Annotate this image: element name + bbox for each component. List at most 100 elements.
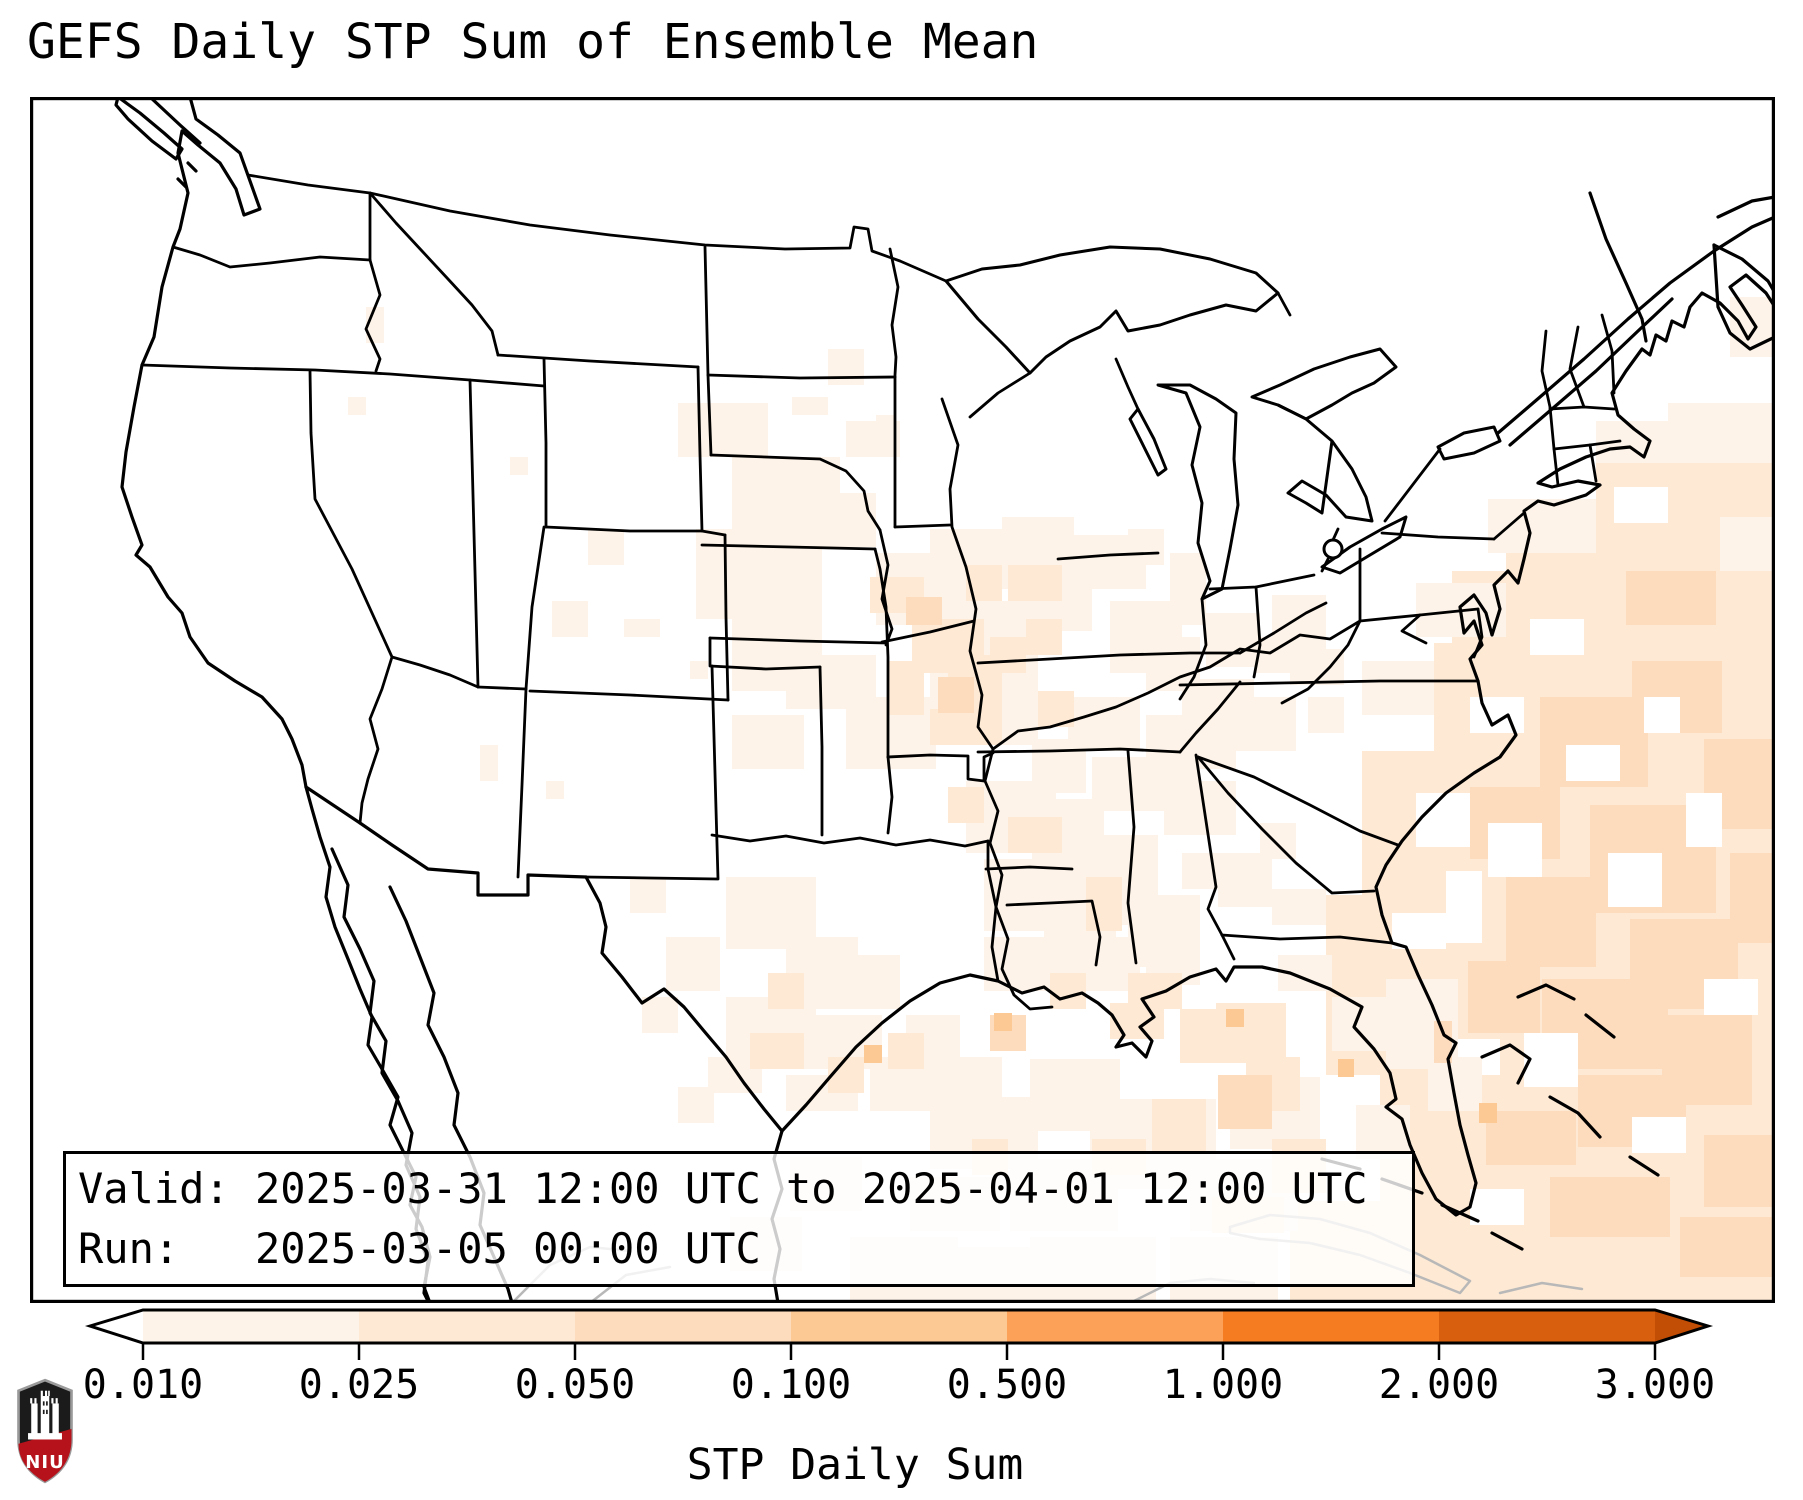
great-lakes (944, 245, 1502, 601)
stp-cell (1218, 853, 1272, 907)
niu-red-band (18, 1428, 72, 1482)
niu-logo: NIU (17, 1378, 73, 1484)
colorbar-segment (1007, 1310, 1223, 1343)
stp-cell (1026, 619, 1062, 655)
stp-cell (930, 709, 1002, 745)
stp-cell (1644, 697, 1680, 733)
stp-cell (1218, 1075, 1272, 1129)
stp-cell (678, 403, 768, 457)
stp-cell (1668, 403, 1775, 463)
stp-cell (1686, 793, 1722, 847)
stp-cell (588, 529, 624, 565)
state-borders (140, 173, 1622, 1011)
stp-cell (1488, 823, 1542, 877)
colorbar-right-arrow (1655, 1310, 1708, 1343)
stp-cell (1110, 1003, 1164, 1039)
stp-cell (1180, 1009, 1216, 1063)
stp-cell (1662, 1015, 1752, 1105)
stp-cell (828, 1057, 864, 1093)
colorbar-tick-label: 2.000 (1378, 1362, 1500, 1408)
stp-cell (1272, 595, 1326, 649)
stp-cell (732, 715, 804, 769)
stp-cell (938, 677, 974, 713)
stp-cell (888, 661, 924, 715)
stp-cell (1486, 1111, 1576, 1165)
stp-cell (1308, 697, 1344, 733)
colorbar-left-arrow (90, 1310, 143, 1343)
stp-cell (1479, 1103, 1497, 1123)
lake-michigan (1156, 383, 1240, 601)
stp-cell (792, 397, 828, 415)
colorbar-tick-label: 0.010 (82, 1362, 204, 1408)
stp-cell (666, 937, 720, 991)
green-bay (1128, 407, 1168, 477)
lake-erie (1320, 515, 1408, 575)
valid-run-info-box: Valid: 2025-03-31 12:00 UTC to 2025-04-0… (63, 1151, 1415, 1287)
stp-cell (1470, 1189, 1524, 1225)
stp-cell (1470, 697, 1524, 733)
colorbar-tick-label: 3.000 (1594, 1362, 1716, 1408)
stp-cell (1608, 853, 1662, 907)
stp-cell (1392, 913, 1446, 949)
stp-cell (1260, 823, 1296, 859)
stp-cell (1704, 1135, 1775, 1207)
colorbar-segments (143, 1310, 1655, 1343)
stp-cell (994, 1013, 1012, 1031)
stp-cell (1614, 487, 1668, 523)
us-map (30, 97, 1775, 1303)
stp-cell (546, 781, 564, 799)
stp-cell (696, 529, 822, 619)
lake-superior (944, 245, 1280, 375)
stp-cell (1506, 877, 1596, 967)
stp-cell (1008, 565, 1062, 601)
map-frame (30, 97, 1775, 1303)
colorbar-tick-label: 1.000 (1162, 1362, 1284, 1408)
stp-cell (1488, 499, 1596, 553)
colorbar-segment (791, 1310, 1007, 1343)
lake-ontario (1436, 425, 1502, 461)
stp-cell (690, 661, 708, 679)
stp-cell (480, 745, 498, 781)
colorbar-tick-label: 0.050 (514, 1362, 636, 1408)
colorbar-segment (1223, 1310, 1439, 1343)
stp-cell (1416, 793, 1470, 847)
colorbar-segment (359, 1310, 575, 1343)
stp-cell (1680, 1217, 1775, 1277)
stp-cell (1566, 745, 1620, 781)
colorbar-axis-label: STP Daily Sum (686, 1440, 1024, 1490)
stp-cell (1050, 973, 1086, 1009)
niu-text: NIU (25, 1452, 65, 1473)
run-line: Run: 2025-03-05 00:00 UTC (78, 1224, 761, 1273)
stp-cell (1152, 1099, 1206, 1153)
stp-cell (1730, 853, 1775, 943)
stp-cell (1272, 889, 1326, 925)
stp-cell (1704, 979, 1758, 1015)
stp-cell (1446, 871, 1482, 943)
stp-cell (1550, 1177, 1670, 1237)
stp-cell (1468, 961, 1540, 1033)
stp-cell (624, 619, 660, 637)
stp-cell (1434, 1021, 1452, 1063)
valid-line: Valid: 2025-03-31 12:00 UTC to 2025-04-0… (78, 1164, 1368, 1213)
stp-cell (864, 1045, 882, 1063)
colorbar (84, 1308, 1714, 1360)
stp-cell (1626, 571, 1716, 625)
lake-st-clair (1322, 538, 1344, 560)
stp-cell (348, 397, 366, 415)
colorbar-segment (1439, 1310, 1655, 1343)
colorbar-tick-label: 0.500 (946, 1362, 1068, 1408)
stp-cell (990, 637, 1026, 673)
stp-cell (768, 973, 804, 1009)
stp-cell (828, 349, 864, 385)
niu-castle-icon (28, 1390, 62, 1440)
stp-cell (1720, 517, 1775, 571)
stp-cell (1524, 1033, 1578, 1087)
colorbar-tick-label: 0.025 (298, 1362, 420, 1408)
stp-cell (1356, 1105, 1410, 1159)
coastlines (114, 97, 1775, 1303)
lake-huron-south (1277, 403, 1374, 523)
colorbar-tick-label: 0.100 (730, 1362, 852, 1408)
stp-cell (888, 1033, 924, 1069)
stp-cell (1170, 553, 1206, 625)
